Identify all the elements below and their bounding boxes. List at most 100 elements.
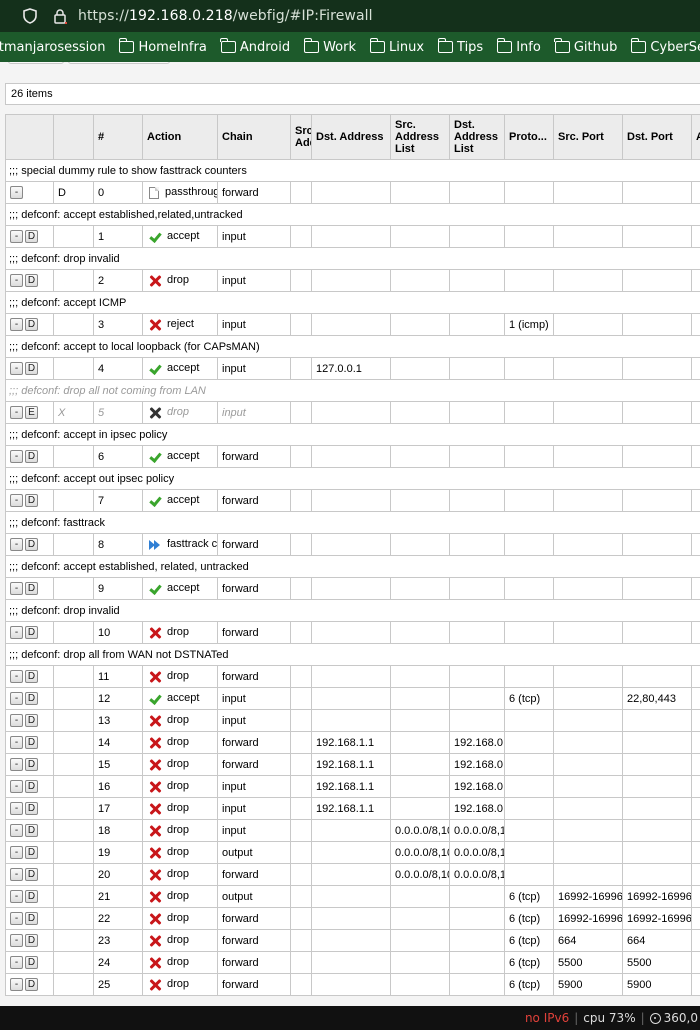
- table-row[interactable]: - D 8 fasttrack c forward: [5, 533, 700, 556]
- table-row[interactable]: - D 1 accept input: [5, 225, 700, 248]
- remove-button[interactable]: -: [10, 978, 23, 991]
- table-row[interactable]: - D 3 reject input 1 (icmp): [5, 313, 700, 336]
- remove-button[interactable]: -: [10, 802, 23, 815]
- table-row[interactable]: - D 6 accept forward: [5, 445, 700, 468]
- remove-button[interactable]: -: [10, 692, 23, 705]
- remove-button[interactable]: -: [10, 230, 23, 243]
- table-row[interactable]: - D 21 drop output 6 (tcp) 16992-16996 16992-16…: [5, 885, 700, 908]
- table-row[interactable]: - D 12 accept input 6 (tcp) 22,80,443: [5, 687, 700, 710]
- table-row[interactable]: - D 9 accept forward: [5, 577, 700, 600]
- rule-comment-row[interactable]: ;;; defconf: accept ICMP: [5, 291, 700, 314]
- disable-button[interactable]: D: [25, 362, 38, 375]
- rule-comment-row[interactable]: ;;; defconf: drop invalid: [5, 247, 700, 270]
- remove-button[interactable]: -: [10, 626, 23, 639]
- table-row[interactable]: - D 11 drop forward: [5, 665, 700, 688]
- toolbar-button-stub[interactable]: [68, 62, 170, 64]
- rule-comment-row[interactable]: ;;; defconf: accept out ipsec policy: [5, 467, 700, 490]
- remove-button[interactable]: -: [10, 890, 23, 903]
- column-header[interactable]: Src. Address List: [390, 114, 450, 160]
- disable-button[interactable]: D: [25, 494, 38, 507]
- toolbar-button-stub[interactable]: [8, 62, 64, 64]
- rule-comment-row[interactable]: ;;; defconf: accept to local loopback (f…: [5, 335, 700, 358]
- column-header[interactable]: #: [93, 114, 143, 160]
- remove-button[interactable]: -: [10, 582, 23, 595]
- column-header[interactable]: Dst. Address: [311, 114, 391, 160]
- rule-comment-row[interactable]: ;;; defconf: drop all from WAN not DSTNA…: [5, 643, 700, 666]
- remove-button[interactable]: -: [10, 934, 23, 947]
- url-field[interactable]: https://192.168.0.218/webfig/#IP:Firewal…: [78, 8, 373, 24]
- rule-comment-row[interactable]: ;;; special dummy rule to show fasttrack…: [5, 159, 700, 182]
- remove-button[interactable]: -: [10, 186, 23, 199]
- disable-button[interactable]: D: [25, 956, 38, 969]
- table-row[interactable]: - D 13 drop input: [5, 709, 700, 732]
- disable-button[interactable]: D: [25, 912, 38, 925]
- remove-button[interactable]: -: [10, 824, 23, 837]
- remove-button[interactable]: -: [10, 318, 23, 331]
- table-row[interactable]: - D 16 drop input 192.168.1.1 192.168.0: [5, 775, 700, 798]
- bookmark-item[interactable]: Linux: [369, 38, 424, 55]
- table-row[interactable]: - D 19 drop output 0.0.0.0/8,10 0.0.0.0/8,1: [5, 841, 700, 864]
- column-header[interactable]: Action: [142, 114, 218, 160]
- column-header[interactable]: [5, 114, 54, 160]
- table-row[interactable]: - D 20 drop forward 0.0.0.0/8,10 0.0.0.0/8,1: [5, 863, 700, 886]
- bookmark-item[interactable]: Info: [496, 38, 541, 55]
- bookmark-item[interactable]: Work: [303, 38, 356, 55]
- table-row[interactable]: - D 15 drop forward 192.168.1.1 192.168.0: [5, 753, 700, 776]
- remove-button[interactable]: -: [10, 670, 23, 683]
- table-row[interactable]: - D 14 drop forward 192.168.1.1 192.168.0: [5, 731, 700, 754]
- column-header[interactable]: Src. Address: [290, 114, 312, 160]
- rule-comment-row[interactable]: ;;; defconf: accept in ipsec policy: [5, 423, 700, 446]
- disable-button[interactable]: D: [25, 582, 38, 595]
- remove-button[interactable]: -: [10, 494, 23, 507]
- disable-button[interactable]: D: [25, 736, 38, 749]
- disable-button[interactable]: D: [25, 626, 38, 639]
- bookmark-item[interactable]: Android: [220, 38, 290, 55]
- remove-button[interactable]: -: [10, 406, 23, 419]
- disable-button[interactable]: D: [25, 780, 38, 793]
- table-row[interactable]: - D 2 drop input: [5, 269, 700, 292]
- remove-button[interactable]: -: [10, 846, 23, 859]
- remove-button[interactable]: -: [10, 362, 23, 375]
- disable-button[interactable]: D: [25, 978, 38, 991]
- bookmark-item[interactable]: Github: [554, 38, 617, 55]
- rule-comment-row[interactable]: ;;; defconf: accept established, related…: [5, 555, 700, 578]
- table-row[interactable]: - D 22 drop forward 6 (tcp) 16992-16996 16992-1…: [5, 907, 700, 930]
- shield-icon[interactable]: [22, 8, 38, 24]
- column-header[interactable]: Dst. Port: [622, 114, 692, 160]
- lock-icon[interactable]: [52, 8, 68, 24]
- disable-button[interactable]: D: [25, 274, 38, 287]
- table-row[interactable]: - D 17 drop input 192.168.1.1 192.168.0: [5, 797, 700, 820]
- table-row[interactable]: - D0 passthroughforward: [5, 181, 700, 204]
- rule-comment-row[interactable]: ;;; defconf: accept established,related,…: [5, 203, 700, 226]
- disable-button[interactable]: D: [25, 868, 38, 881]
- rule-comment-row[interactable]: ;;; defconf: drop all not coming from LA…: [5, 379, 700, 402]
- bookmark-item[interactable]: CyberSec: [630, 38, 700, 55]
- disable-button[interactable]: D: [25, 846, 38, 859]
- disable-button[interactable]: D: [25, 714, 38, 727]
- disable-button[interactable]: D: [25, 824, 38, 837]
- remove-button[interactable]: -: [10, 912, 23, 925]
- remove-button[interactable]: -: [10, 538, 23, 551]
- bookmark-item[interactable]: Tips: [437, 38, 483, 55]
- disable-button[interactable]: D: [25, 802, 38, 815]
- column-header[interactable]: Proto...: [504, 114, 554, 160]
- disable-button[interactable]: D: [25, 890, 38, 903]
- column-header[interactable]: A: [691, 114, 700, 160]
- rule-comment-row[interactable]: ;;; defconf: fasttrack: [5, 511, 700, 534]
- bookmark-item[interactable]: stmanjarosession: [0, 40, 105, 55]
- table-row[interactable]: - D 10 drop forward: [5, 621, 700, 644]
- table-row[interactable]: - D 25 drop forward 6 (tcp) 5900 5900: [5, 973, 700, 996]
- remove-button[interactable]: -: [10, 274, 23, 287]
- remove-button[interactable]: -: [10, 736, 23, 749]
- remove-button[interactable]: -: [10, 956, 23, 969]
- remove-button[interactable]: -: [10, 714, 23, 727]
- disable-button[interactable]: D: [25, 758, 38, 771]
- bookmark-item[interactable]: HomeInfra: [118, 38, 207, 55]
- column-header[interactable]: [53, 114, 94, 160]
- disable-button[interactable]: D: [25, 538, 38, 551]
- table-row[interactable]: - D 18 drop input 0.0.0.0/8,10 0.0.0.0/8,1: [5, 819, 700, 842]
- table-row[interactable]: - E X 5 drop input: [5, 401, 700, 424]
- enable-button[interactable]: E: [25, 406, 38, 419]
- remove-button[interactable]: -: [10, 758, 23, 771]
- disable-button[interactable]: D: [25, 230, 38, 243]
